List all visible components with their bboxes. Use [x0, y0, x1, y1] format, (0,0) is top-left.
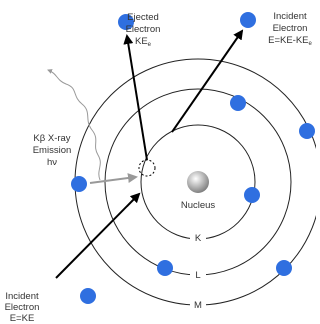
electron — [240, 12, 256, 28]
electron — [230, 95, 246, 111]
label-line: Electron — [5, 302, 40, 313]
label-line: E=KE — [10, 313, 35, 324]
label-line: Emission — [33, 145, 72, 156]
emission-label: Kβ X-ray Emission hν — [33, 133, 72, 168]
energy: KE — [135, 36, 148, 47]
electron — [276, 260, 292, 276]
label-line: E=KE-KEe — [268, 35, 312, 47]
label-line: Incident — [5, 291, 39, 302]
ejected-label: Ejected Electron KEe — [126, 12, 161, 48]
electron — [80, 288, 96, 304]
label-line: Electron — [273, 23, 308, 34]
incident-label: Incident Electron E=KE — [5, 291, 40, 324]
label-line: KEe — [135, 36, 152, 48]
shell-label: M — [194, 300, 202, 311]
electron — [299, 123, 315, 139]
electron — [71, 176, 87, 192]
arrow — [90, 177, 136, 183]
energy: E=KE-KE — [268, 35, 308, 46]
label-line: Kβ X-ray — [33, 133, 70, 144]
arrow — [127, 36, 147, 160]
subscript: e — [148, 42, 152, 48]
label-line: hν — [47, 157, 57, 168]
arrow — [172, 31, 242, 132]
diagram: K L M Nucleus Ejected Electron KEe Incid… — [0, 0, 316, 324]
shell-label: L — [195, 270, 200, 281]
arrow — [56, 194, 139, 278]
label-line: Incident — [273, 11, 307, 22]
nucleus-label: Nucleus — [181, 200, 216, 211]
shell-label: K — [195, 233, 202, 244]
subscript: e — [309, 41, 313, 47]
nucleus — [187, 171, 209, 193]
electron — [157, 260, 173, 276]
electron — [244, 187, 260, 203]
label-line: Electron — [126, 24, 161, 35]
label-line: Ejected — [127, 12, 159, 23]
scattered-label: Incident Electron E=KE-KEe — [268, 11, 312, 47]
electrons — [71, 12, 315, 304]
